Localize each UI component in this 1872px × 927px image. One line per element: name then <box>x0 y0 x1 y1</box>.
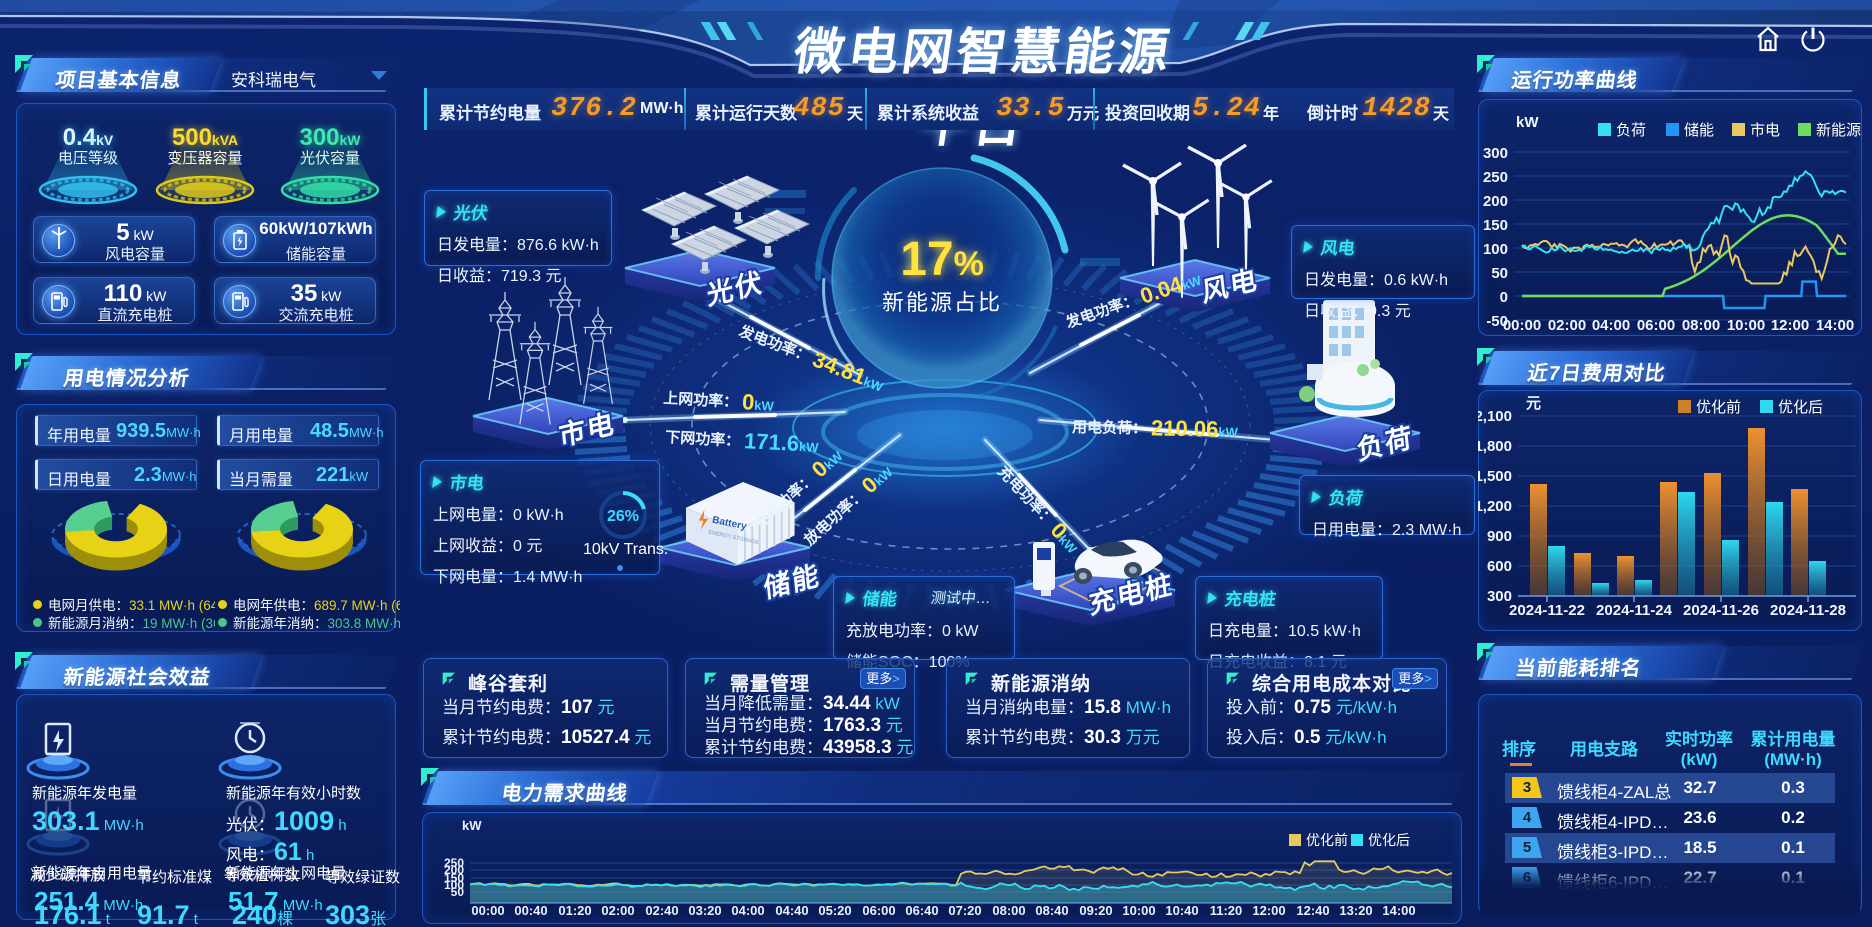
svg-text:2024-11-26: 2024-11-26 <box>1683 602 1759 619</box>
svg-text:优化前: 优化前 <box>1306 832 1348 848</box>
svg-text:1,500: 1,500 <box>1478 468 1512 485</box>
svg-text:100: 100 <box>444 878 464 892</box>
svg-text:08:40: 08:40 <box>1035 903 1068 918</box>
svg-text:50: 50 <box>1491 265 1508 282</box>
svg-text:03:20: 03:20 <box>688 903 721 918</box>
svg-text:04:00: 04:00 <box>1592 317 1630 334</box>
svg-text:200: 200 <box>444 863 464 877</box>
svg-text:1,800: 1,800 <box>1478 438 1512 455</box>
svg-text:06:00: 06:00 <box>862 903 895 918</box>
svg-text:05:20: 05:20 <box>818 903 851 918</box>
svg-text:发电功率：: 发电功率： <box>1062 290 1140 332</box>
svg-text:13:20: 13:20 <box>1339 903 1372 918</box>
svg-text:11:20: 11:20 <box>1210 903 1243 918</box>
svg-text:优化前: 优化前 <box>1696 399 1741 416</box>
svg-text:150: 150 <box>444 871 464 885</box>
svg-text:02:40: 02:40 <box>645 903 678 918</box>
svg-text:2,100: 2,100 <box>1478 408 1512 425</box>
svg-text:600: 600 <box>1487 558 1512 575</box>
svg-text:50: 50 <box>451 885 465 899</box>
svg-text:04:00: 04:00 <box>731 903 764 918</box>
svg-text:100: 100 <box>1483 241 1508 258</box>
svg-text:1,200: 1,200 <box>1478 498 1512 515</box>
svg-text:04:40: 04:40 <box>775 903 808 918</box>
svg-text:储能: 储能 <box>1684 122 1714 139</box>
svg-text:08:00: 08:00 <box>992 903 1025 918</box>
svg-text:负荷: 负荷 <box>1616 122 1646 139</box>
svg-text:300: 300 <box>1487 588 1512 605</box>
svg-text:优化后: 优化后 <box>1368 832 1410 848</box>
svg-text:12:00: 12:00 <box>1252 903 1285 918</box>
svg-text:-50: -50 <box>1486 313 1508 330</box>
svg-text:250: 250 <box>444 856 464 870</box>
svg-text:0: 0 <box>1500 289 1508 306</box>
svg-text:06:40: 06:40 <box>905 903 938 918</box>
svg-text:250: 250 <box>1483 169 1508 186</box>
svg-text:09:20: 09:20 <box>1079 903 1112 918</box>
svg-text:171.6kW: 171.6kW <box>744 428 820 457</box>
svg-text:2024-11-28: 2024-11-28 <box>1770 602 1846 619</box>
svg-text:12:40: 12:40 <box>1296 903 1329 918</box>
svg-text:08:00: 08:00 <box>1682 317 1720 334</box>
svg-text:优化后: 优化后 <box>1778 399 1823 416</box>
svg-text:元: 元 <box>1526 395 1541 412</box>
svg-text:2024-11-24: 2024-11-24 <box>1596 602 1673 619</box>
svg-text:kW: kW <box>1516 114 1539 131</box>
svg-text:下网功率：: 下网功率： <box>665 428 741 450</box>
svg-text:10:00: 10:00 <box>1727 317 1765 334</box>
svg-text:01:20: 01:20 <box>558 903 591 918</box>
svg-text:新能源: 新能源 <box>1816 122 1861 139</box>
svg-text:300: 300 <box>1483 145 1508 162</box>
svg-text:02:00: 02:00 <box>1548 317 1586 334</box>
svg-text:900: 900 <box>1487 528 1512 545</box>
svg-text:14:00: 14:00 <box>1382 903 1415 918</box>
svg-text:新能源占比: 新能源占比 <box>882 290 1002 315</box>
svg-text:02:00: 02:00 <box>601 903 634 918</box>
svg-text:kW: kW <box>462 818 482 833</box>
svg-text:市电: 市电 <box>1750 122 1780 139</box>
svg-text:150: 150 <box>1483 217 1508 234</box>
svg-text:07:20: 07:20 <box>948 903 981 918</box>
svg-text:00:00: 00:00 <box>1503 317 1541 334</box>
svg-text:12:00: 12:00 <box>1771 317 1809 334</box>
svg-text:210.06kW: 210.06kW <box>1151 415 1239 442</box>
svg-text:26%: 26% <box>607 508 639 525</box>
svg-text:06:00: 06:00 <box>1637 317 1675 334</box>
svg-text:00:40: 00:40 <box>514 903 547 918</box>
svg-text:上网功率：: 上网功率： <box>663 389 739 411</box>
svg-text:0kW: 0kW <box>742 389 776 416</box>
svg-text:200: 200 <box>1483 193 1508 210</box>
svg-text:10:00: 10:00 <box>1122 903 1155 918</box>
svg-text:10:40: 10:40 <box>1165 903 1198 918</box>
svg-text:2024-11-22: 2024-11-22 <box>1509 602 1585 619</box>
svg-text:14:00: 14:00 <box>1816 317 1854 334</box>
svg-text:用电负荷：: 用电负荷： <box>1072 418 1147 437</box>
svg-text:00:00: 00:00 <box>471 903 504 918</box>
